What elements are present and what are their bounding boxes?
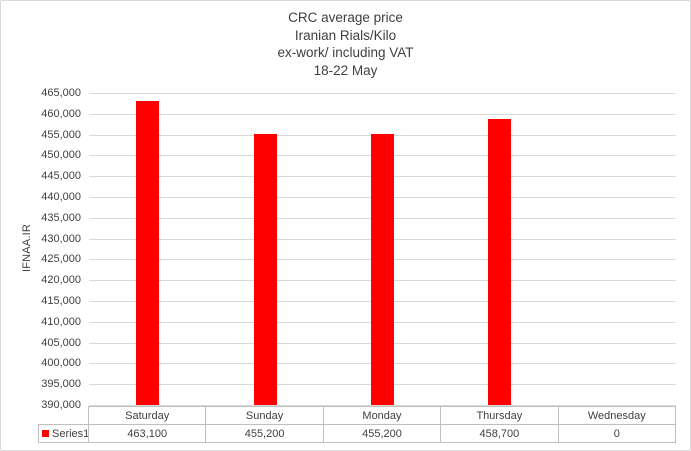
gridline <box>89 93 676 94</box>
chart-title-line-2: Iranian Rials/Kilo <box>294 27 397 43</box>
bar-saturday <box>136 100 160 405</box>
y-tick-label: 465,000 <box>41 87 81 99</box>
y-tick-label: 445,000 <box>41 170 81 183</box>
table-corner-cell <box>39 407 89 425</box>
category-row: Saturday Sunday Monday Thursday Wednesda… <box>39 406 677 425</box>
legend-cell: Series1 <box>38 424 89 443</box>
y-tick-label: 420,000 <box>41 274 81 287</box>
data-table: Saturday Sunday Monday Thursday Wednesda… <box>38 406 677 443</box>
y-tick-label: 425,000 <box>41 253 81 266</box>
y-tick-label: 400,000 <box>41 357 81 370</box>
bar-sunday <box>253 133 277 405</box>
y-tick-label: 455,000 <box>41 128 81 141</box>
bar-thursday <box>488 119 512 405</box>
y-tick-label: 395,000 <box>41 378 81 391</box>
chart-title-line-4: 18-22 May <box>313 62 378 78</box>
chart-title-line-3: ex-work/ including VAT <box>277 45 414 60</box>
category-cell-wednesday: Wednesday <box>557 406 677 425</box>
y-tick-label: 405,000 <box>41 336 81 349</box>
bar-monday <box>371 133 394 405</box>
gridline <box>89 113 676 115</box>
y-tick-label: 410,000 <box>41 315 81 328</box>
gridline <box>89 405 676 406</box>
value-cell-saturday: 463,100 <box>87 424 207 443</box>
y-tick-label: 440,000 <box>41 191 81 203</box>
value-cell-sunday: 455,200 <box>205 424 324 443</box>
series-row: Series1 463,100 455,200 455,200 458,700 … <box>38 424 677 443</box>
y-tick-label: 390,000 <box>41 399 81 411</box>
y-tick-label: 415,000 <box>41 295 81 307</box>
value-cell-wednesday: 0 <box>557 424 677 443</box>
chart-title: CRC average price Iranian Rials/Kilo ex-… <box>1 9 690 79</box>
y-tick-label: 450,000 <box>41 149 81 162</box>
value-cell-thursday: 458,700 <box>440 424 559 443</box>
series-legend-marker <box>42 429 49 437</box>
category-cell-thursday: Thursday <box>440 406 559 425</box>
series-name-label: Series1 <box>52 427 89 440</box>
category-cell-sunday: Sunday <box>205 406 324 425</box>
chart-title-line-1: CRC average price <box>288 10 403 25</box>
y-tick-label: 460,000 <box>41 107 81 120</box>
y-tick-label: 430,000 <box>41 232 81 245</box>
category-cell-saturday: Saturday <box>87 406 207 425</box>
value-cell-monday: 455,200 <box>322 424 442 443</box>
y-tick-label: 435,000 <box>41 211 81 224</box>
category-cell-monday: Monday <box>322 406 442 425</box>
